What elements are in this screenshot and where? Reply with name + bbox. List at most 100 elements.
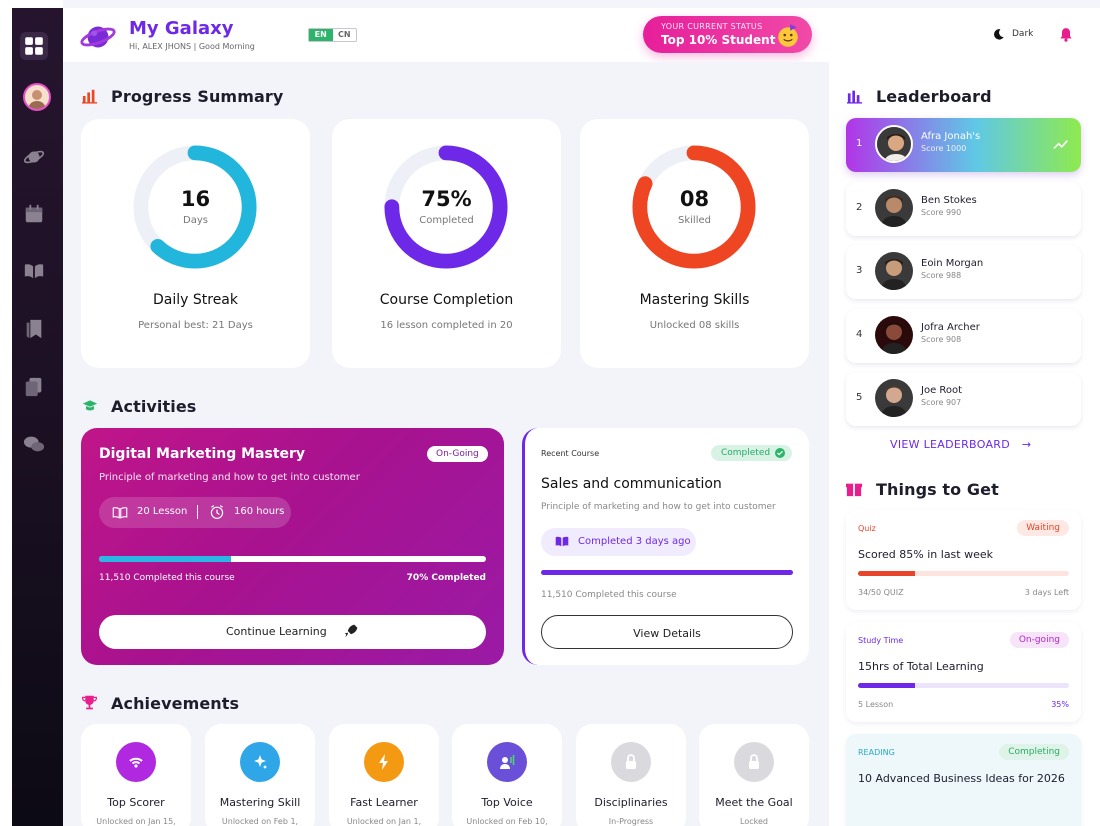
avatar bbox=[875, 379, 913, 417]
hours-count: 160 hours bbox=[234, 506, 285, 517]
featured-course-desc: Principle of marketing and how to get in… bbox=[99, 472, 360, 483]
progress-card[interactable]: 75% Completed Course Completion 16 lesson c… bbox=[332, 119, 561, 368]
view-details-button[interactable]: View Details bbox=[541, 615, 793, 649]
planet-logo-icon bbox=[80, 26, 116, 48]
moon-icon[interactable] bbox=[992, 28, 1005, 41]
arrow-right-icon: → bbox=[1021, 438, 1032, 451]
progress-card-title: Daily Streak bbox=[153, 292, 238, 308]
featured-course-title: Digital Marketing Mastery bbox=[99, 446, 306, 462]
view-leaderboard-label: VIEW LEADERBOARD bbox=[890, 438, 1011, 451]
graduation-cap-icon bbox=[82, 400, 98, 411]
achievement-title: Top Scorer bbox=[107, 796, 165, 809]
achievement-card[interactable]: Top Scorer Unlocked on Jan 15, bbox=[81, 724, 191, 826]
bell-icon[interactable] bbox=[1058, 26, 1074, 43]
leaderboard-name: Jofra Archer bbox=[921, 322, 980, 333]
nav-dashboard[interactable] bbox=[20, 32, 48, 60]
achievement-title: Top Voice bbox=[481, 796, 533, 809]
featured-completed-count: 11,510 Completed this course bbox=[99, 573, 235, 583]
avatar bbox=[875, 189, 913, 227]
achievement-card[interactable]: Mastering Skill Unlocked on Feb 1, bbox=[205, 724, 315, 826]
recent-progress-fill bbox=[541, 570, 793, 575]
things-progress-fill bbox=[858, 683, 915, 688]
things-card[interactable]: Study Time On-going 15hrs of Total Learnin… bbox=[846, 622, 1081, 722]
theme-toggle-label[interactable]: Dark bbox=[1012, 29, 1034, 39]
top-header: My Galaxy Hi, ALEX JHONS | Good Morning … bbox=[63, 8, 1100, 62]
things-card[interactable]: Quiz Waiting Scored 85% in last week 34/50 … bbox=[846, 510, 1081, 610]
recent-course-title: Sales and communication bbox=[541, 476, 722, 492]
ring-fill bbox=[133, 145, 257, 269]
progress-ring bbox=[133, 145, 257, 269]
recent-course-desc: Principle of marketing and how to get in… bbox=[541, 502, 776, 512]
leaderboard-icon bbox=[847, 90, 863, 104]
achievement-card[interactable]: Disciplinaries In-Progress bbox=[576, 724, 686, 826]
achievement-card[interactable]: Fast Learner Unlocked on Jan 1, bbox=[329, 724, 439, 826]
continue-learning-button[interactable]: Continue Learning bbox=[99, 615, 486, 649]
achievements-title: Achievements bbox=[111, 694, 240, 713]
lang-en[interactable]: EN bbox=[309, 29, 333, 41]
achievement-card[interactable]: Meet the Goal Locked bbox=[699, 724, 809, 826]
completed-ago-text: Completed 3 days ago bbox=[578, 536, 691, 547]
leaderboard-row[interactable]: 3 Eoin Morgan Score 988 bbox=[846, 245, 1081, 299]
featured-progress-fill bbox=[99, 556, 231, 562]
leaderboard-row[interactable]: 4 Jofra Archer Score 908 bbox=[846, 309, 1081, 363]
progress-card-subtitle: 16 lesson completed in 20 bbox=[380, 320, 513, 331]
language-toggle[interactable]: EN CN bbox=[308, 28, 357, 42]
leaderboard-score: Score 907 bbox=[921, 398, 962, 407]
leaderboard-row[interactable]: 1 Afra Jonah's Score 1000 bbox=[846, 118, 1081, 172]
leaderboard-rank: 5 bbox=[856, 392, 863, 403]
view-leaderboard-link[interactable]: VIEW LEADERBOARD → bbox=[890, 438, 1031, 451]
nav-calendar[interactable] bbox=[22, 202, 46, 226]
things-title: 10 Advanced Business Ideas for 2026 bbox=[858, 772, 1065, 785]
recent-completed-count: 11,510 Completed this course bbox=[541, 590, 677, 600]
progress-summary-title: Progress Summary bbox=[111, 87, 284, 106]
wifi-badge-icon bbox=[129, 757, 143, 768]
achievement-badge bbox=[116, 742, 156, 782]
progress-ring bbox=[632, 145, 756, 269]
avatar bbox=[25, 85, 49, 109]
leaderboard-row[interactable]: 2 Ben Stokes Score 990 bbox=[846, 182, 1081, 236]
leaderboard-row[interactable]: 5 Joe Root Score 907 bbox=[846, 372, 1081, 426]
ring-value: 75% bbox=[421, 187, 472, 211]
rocket-icon bbox=[344, 624, 358, 638]
leaderboard-score: Score 1000 bbox=[921, 144, 967, 153]
things-title: 15hrs of Total Learning bbox=[858, 660, 984, 673]
progress-card[interactable]: 16 Days Daily Streak Personal best: 21 Days bbox=[81, 119, 310, 368]
lock-icon bbox=[749, 754, 759, 769]
lang-cn[interactable]: CN bbox=[337, 30, 351, 39]
avatar bbox=[875, 316, 913, 354]
nav-bookmarks[interactable] bbox=[22, 317, 46, 341]
status-badge[interactable]: YOUR CURRENT STATUS Top 10% Student bbox=[643, 16, 812, 53]
progress-card[interactable]: 08 Skilled Mastering Skills Unlocked 08 ski… bbox=[580, 119, 809, 368]
achievement-badge bbox=[611, 742, 651, 782]
achievement-subtitle: Unlocked on Feb 10, bbox=[466, 817, 548, 826]
nav-books[interactable] bbox=[22, 259, 46, 283]
nav-profile-avatar[interactable] bbox=[23, 83, 51, 111]
documents-icon bbox=[25, 377, 42, 397]
rail-edge bbox=[0, 0, 12, 826]
ring-value: 08 bbox=[679, 187, 710, 211]
achievement-subtitle: Unlocked on Jan 1, bbox=[346, 817, 422, 826]
nav-planet[interactable] bbox=[22, 145, 46, 169]
things-right-meta: 3 days Left bbox=[1024, 588, 1069, 597]
things-card[interactable]: READING Completing 10 Advanced Business Id… bbox=[846, 734, 1081, 826]
meta-divider bbox=[197, 505, 198, 519]
lesson-count: 20 Lesson bbox=[137, 506, 188, 517]
nav-documents[interactable] bbox=[22, 375, 46, 399]
achievement-badge bbox=[364, 742, 404, 782]
nav-chat[interactable] bbox=[22, 432, 46, 456]
progress-card-title: Course Completion bbox=[379, 292, 514, 308]
open-book-icon bbox=[24, 264, 44, 279]
recent-course-card[interactable]: Recent Course Completed Sales and commun… bbox=[522, 428, 809, 665]
chat-icon bbox=[23, 436, 45, 452]
featured-percent: 70% Completed bbox=[406, 573, 486, 583]
leaderboard-score: Score 990 bbox=[921, 208, 962, 217]
ring-fill bbox=[384, 145, 508, 269]
featured-course-card[interactable]: Digital Marketing Mastery On-Going Princ… bbox=[81, 428, 504, 665]
things-status-badge: On-going bbox=[1009, 632, 1069, 648]
sidebar-rail bbox=[0, 0, 63, 826]
sparkle-icon bbox=[254, 755, 267, 769]
leaderboard-title: Leaderboard bbox=[876, 87, 992, 106]
leaderboard-name: Ben Stokes bbox=[921, 195, 977, 206]
achievement-card[interactable]: Top Voice Unlocked on Feb 10, bbox=[452, 724, 562, 826]
progress-card-subtitle: Unlocked 08 skills bbox=[649, 320, 740, 331]
